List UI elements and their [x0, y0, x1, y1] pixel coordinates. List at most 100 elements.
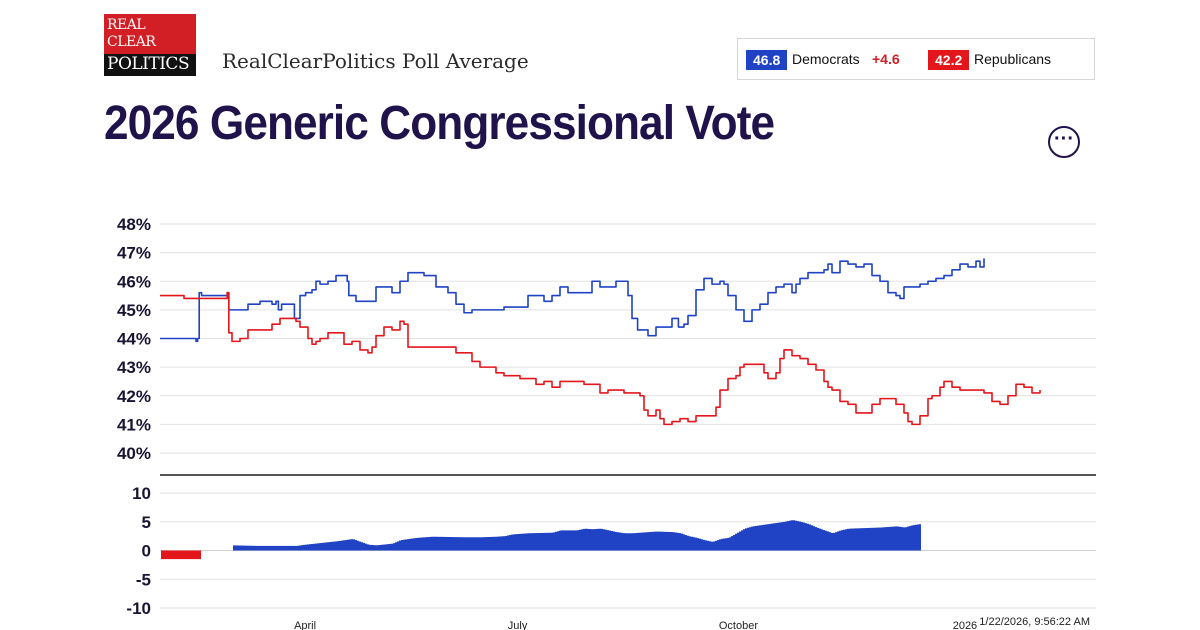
spread-bar: [301, 545, 303, 551]
more-options-button[interactable]: ···: [1048, 126, 1080, 158]
spread-bar: [187, 550, 189, 560]
spread-bar: [709, 541, 711, 551]
spread-bar: [643, 532, 645, 551]
x-axis-label: October: [719, 620, 758, 630]
logo-line-1: REAL: [107, 17, 146, 33]
spread-bar: [421, 537, 423, 551]
spread-bar: [889, 526, 891, 551]
spread-bar: [727, 537, 729, 551]
spread-bar: [407, 539, 409, 551]
spread-bar: [247, 545, 249, 551]
spread-bar: [571, 530, 573, 551]
spread-bar: [377, 545, 379, 551]
top-y-tick-label: 46%: [117, 272, 151, 291]
spread-bar: [721, 538, 723, 551]
spread-bar: [741, 530, 743, 551]
spread-bar: [749, 527, 751, 551]
spread-bar: [797, 521, 799, 551]
spread-bar: [901, 527, 903, 551]
spread-bar: [239, 545, 241, 551]
spread-bar: [689, 536, 691, 551]
spread-bar: [751, 526, 753, 551]
spread-bar: [561, 530, 563, 551]
spread-bar: [353, 539, 355, 551]
spread-bar: [423, 537, 425, 551]
spread-bar: [781, 522, 783, 551]
spread-bar: [595, 529, 597, 551]
spread-bar: [543, 532, 545, 551]
spread-bar: [655, 531, 657, 551]
line-republicans[interactable]: [160, 291, 1041, 426]
spread-bar: [915, 524, 917, 551]
spread-bar: [681, 533, 683, 551]
spread-bar: [591, 529, 593, 551]
spread-bar: [563, 530, 565, 551]
spread-bar: [299, 545, 301, 551]
spread-bar: [551, 532, 553, 551]
spread-bar: [235, 545, 237, 551]
spread-bar: [875, 527, 877, 551]
spread-bar: [547, 532, 549, 551]
spread-bar: [527, 533, 529, 551]
spread-bar: [607, 530, 609, 551]
spread-bar: [699, 538, 701, 551]
spread-bar: [885, 527, 887, 551]
spread-bar: [363, 542, 365, 551]
spread-bar: [653, 531, 655, 551]
top-y-tick-label: 45%: [117, 301, 151, 320]
spread-bar: [677, 532, 679, 551]
spread-bar: [287, 545, 289, 551]
spread-bar: [811, 525, 813, 551]
spread-bar: [611, 531, 613, 551]
spread-bar: [605, 529, 607, 551]
spread-bar: [437, 536, 439, 551]
spread-bar: [197, 550, 199, 560]
spread-bar: [339, 540, 341, 551]
spread-bar: [625, 533, 627, 551]
spread-bar: [695, 537, 697, 551]
spread-bar: [765, 524, 767, 551]
spread-bar: [193, 550, 195, 560]
spread-bar: [565, 530, 567, 551]
spread-bar: [493, 536, 495, 551]
spread-bar: [337, 541, 339, 551]
spread-bar: [481, 537, 483, 551]
spread-bar: [815, 527, 817, 551]
spread-bar: [581, 529, 583, 551]
spread-bar: [619, 532, 621, 551]
spread-bar: [291, 545, 293, 551]
spread-bar: [473, 537, 475, 551]
line-democrats[interactable]: [160, 258, 985, 343]
spread-bar: [457, 537, 459, 551]
spread-bar: [347, 539, 349, 551]
spread-bar: [405, 539, 407, 551]
spread-bar: [883, 527, 885, 551]
spread-bar: [609, 530, 611, 551]
spread-bar: [467, 537, 469, 551]
spread-bar: [641, 532, 643, 551]
spread-bar: [411, 538, 413, 551]
spread-bar: [453, 537, 455, 551]
spread-bar: [761, 525, 763, 551]
spread-bar: [835, 532, 837, 551]
spread-bar: [817, 527, 819, 551]
spread-bar: [583, 528, 585, 551]
spread-bar: [647, 532, 649, 551]
spread-bar: [489, 536, 491, 551]
spread-bar: [887, 526, 889, 551]
spread-bar: [487, 537, 489, 551]
spread-bar: [769, 523, 771, 551]
spread-bar: [479, 537, 481, 551]
update-timestamp: 1/22/2026, 9:56:22 AM: [979, 616, 1090, 628]
rcp-logo[interactable]: REAL CLEAR POLITICS: [104, 14, 196, 76]
x-axis-label: April: [294, 620, 316, 630]
spread-bar: [841, 530, 843, 551]
spread-bar: [847, 528, 849, 551]
spread-bar: [281, 545, 283, 551]
spread-bar: [585, 528, 587, 551]
spread-bar: [249, 545, 251, 551]
spread-bar: [845, 529, 847, 551]
spread-bar: [525, 533, 527, 551]
spread-bar: [435, 536, 437, 551]
spread-bar: [899, 526, 901, 551]
